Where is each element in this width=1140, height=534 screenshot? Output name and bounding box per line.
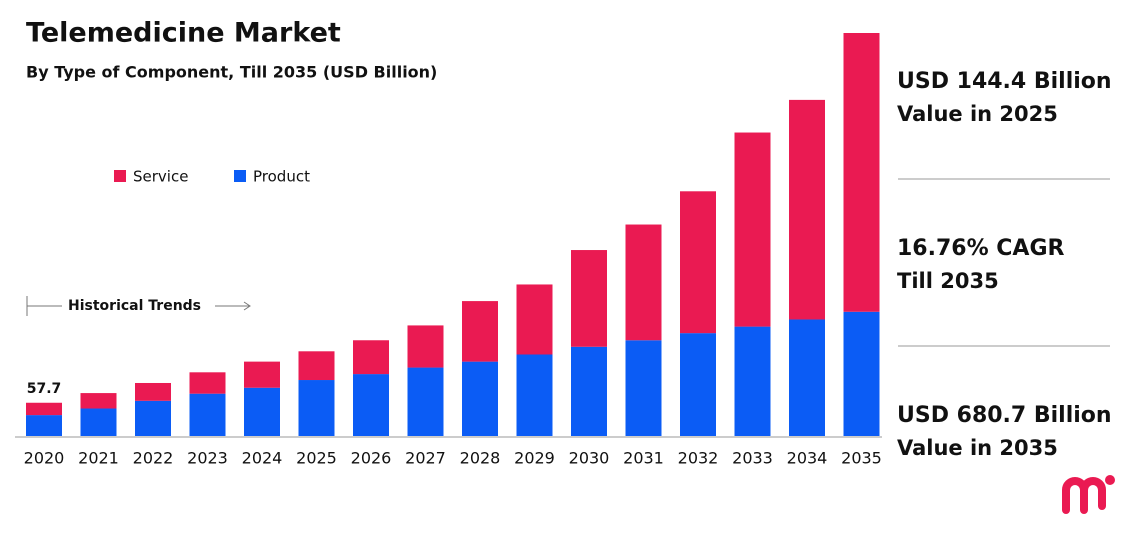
legend-swatch <box>114 170 126 182</box>
logo-dot <box>1105 475 1115 485</box>
bar-segment <box>80 393 117 409</box>
bar-segment <box>680 333 716 437</box>
x-tick-label: 2021 <box>78 449 119 468</box>
bar-segment <box>298 380 335 437</box>
bar-segment <box>407 325 444 368</box>
bar-segment <box>625 224 662 341</box>
bar-segment <box>189 372 226 394</box>
x-tick-label: 2035 <box>841 449 882 468</box>
bar-segment <box>189 393 226 437</box>
legend-swatch <box>234 170 246 182</box>
bar-segment <box>734 132 771 327</box>
x-tick-label: 2020 <box>24 449 65 468</box>
x-tick-label: 2034 <box>787 449 828 468</box>
legend-label: Service <box>133 168 188 186</box>
legend-label: Product <box>253 168 310 186</box>
bar-segment <box>353 374 389 437</box>
bar-segment <box>462 301 498 362</box>
data-label: 57.7 <box>27 381 62 397</box>
bar-segment <box>26 402 62 416</box>
logo <box>1062 475 1115 514</box>
bar-segment <box>80 408 117 437</box>
bar-segment <box>789 99 825 320</box>
x-tick-label: 2029 <box>514 449 555 468</box>
bar-segment <box>571 346 607 437</box>
x-tick-label: 2027 <box>405 449 446 468</box>
historical-trends: Historical Trends <box>26 296 251 316</box>
bar-segment <box>244 361 280 388</box>
bar-segment <box>135 382 171 401</box>
bar-segment <box>516 284 553 355</box>
bar-segment <box>789 319 825 437</box>
highlight-value: USD 144.4 Billion <box>897 69 1112 94</box>
bar-segment <box>680 191 716 334</box>
highlight-label: Value in 2035 <box>897 436 1058 460</box>
chart-subtitle: By Type of Component, Till 2035 (USD Bil… <box>26 63 437 82</box>
x-tick-label: 2032 <box>678 449 719 468</box>
bar-segment <box>625 340 662 437</box>
bar-segment <box>571 250 607 347</box>
bar-segment <box>135 400 171 437</box>
chart-title: Telemedicine Market <box>26 18 341 49</box>
x-tick-label: 2028 <box>460 449 501 468</box>
bar-segment <box>26 415 62 437</box>
bar-segment <box>843 311 880 437</box>
bar-segment <box>353 340 389 375</box>
logo-mark <box>1062 477 1106 514</box>
bar-segment <box>843 33 880 312</box>
trend-arrow-head <box>243 301 251 311</box>
x-tick-label: 2026 <box>351 449 392 468</box>
bar-segment <box>407 367 444 437</box>
x-tick-label: 2025 <box>296 449 337 468</box>
bar-segment <box>462 361 498 437</box>
highlight-label: Till 2035 <box>897 269 999 293</box>
bar-segment <box>734 326 771 437</box>
x-tick-label: 2022 <box>133 449 174 468</box>
highlight-value: USD 680.7 Billion <box>897 403 1112 428</box>
x-tick-label: 2024 <box>242 449 283 468</box>
bar-segment <box>516 354 553 437</box>
trend-label: Historical Trends <box>68 298 201 314</box>
x-tick-label: 2023 <box>187 449 228 468</box>
bar-segment <box>244 387 280 437</box>
highlight-value: 16.76% CAGR <box>897 236 1065 261</box>
x-tick-label: 2030 <box>569 449 610 468</box>
bar-segment <box>298 351 335 381</box>
x-tick-label: 2033 <box>732 449 773 468</box>
highlight-label: Value in 2025 <box>897 102 1058 126</box>
x-tick-label: 2031 <box>623 449 664 468</box>
